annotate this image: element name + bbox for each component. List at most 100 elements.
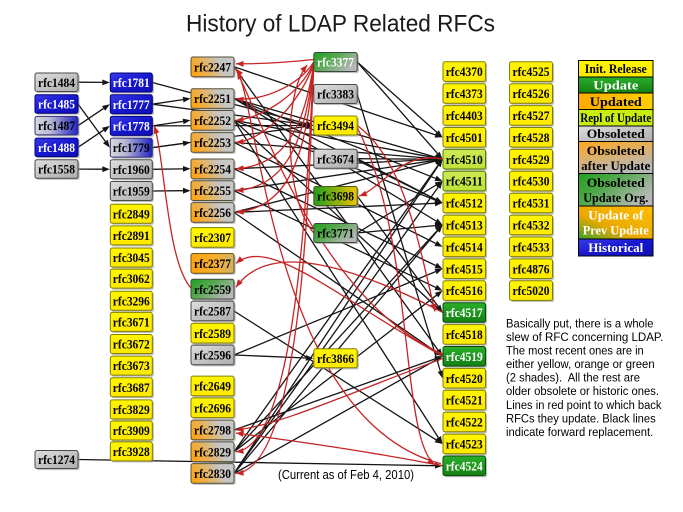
svg-text:rfc1558: rfc1558 (38, 162, 75, 177)
svg-text:rfc4526: rfc4526 (513, 86, 550, 101)
svg-text:Basically put, there is a whol: Basically put, there is a whole (506, 317, 654, 331)
svg-text:rfc4514: rfc4514 (446, 239, 483, 254)
svg-text:rfc2798: rfc2798 (194, 423, 231, 438)
svg-text:rfc1778: rfc1778 (113, 119, 150, 134)
svg-text:rfc4517: rfc4517 (446, 305, 483, 320)
svg-text:rfc1485: rfc1485 (38, 97, 75, 112)
svg-text:rfc4373: rfc4373 (446, 86, 483, 101)
svg-text:Historical: Historical (588, 240, 643, 255)
svg-text:rfc2830: rfc2830 (194, 466, 231, 481)
svg-text:rfc4521: rfc4521 (446, 393, 483, 408)
svg-text:rfc3671: rfc3671 (113, 315, 150, 330)
svg-text:rfc4520: rfc4520 (446, 371, 483, 386)
svg-text:rfc3494: rfc3494 (317, 118, 354, 133)
svg-text:rfc3928: rfc3928 (113, 444, 150, 459)
svg-text:rfc4510: rfc4510 (446, 152, 483, 167)
svg-text:rfc2307: rfc2307 (194, 230, 231, 245)
svg-text:either yellow, orange or green: either yellow, orange or green (506, 357, 655, 371)
svg-text:rfc2253: rfc2253 (194, 135, 231, 150)
svg-text:Updated: Updated (590, 94, 643, 109)
svg-text:rfc1781: rfc1781 (113, 75, 150, 90)
svg-text:The most recent ones are in: The most recent ones are in (506, 344, 644, 358)
svg-text:rfc4531: rfc4531 (513, 196, 550, 211)
svg-text:rfc3829: rfc3829 (113, 402, 150, 417)
svg-text:rfc3909: rfc3909 (113, 423, 150, 438)
svg-text:rfc3296: rfc3296 (113, 293, 150, 308)
svg-text:rfc1959: rfc1959 (113, 184, 150, 199)
svg-text:Update of: Update of (588, 208, 644, 223)
svg-text:(Current as of Feb 4, 2010): (Current as of Feb 4, 2010) (278, 467, 414, 482)
svg-text:rfc2649: rfc2649 (194, 379, 231, 394)
svg-text:rfc2849: rfc2849 (113, 206, 150, 221)
svg-text:rfc2251: rfc2251 (194, 91, 231, 106)
svg-text:rfc3672: rfc3672 (113, 337, 150, 352)
svg-text:rfc1484: rfc1484 (38, 75, 75, 90)
svg-text:rfc1777: rfc1777 (113, 97, 150, 112)
svg-text:rfc2596: rfc2596 (194, 348, 231, 363)
svg-text:rfc2587: rfc2587 (194, 304, 231, 319)
svg-text:older obsolete or historic one: older obsolete or historic ones. (506, 384, 659, 398)
svg-text:rfc4522: rfc4522 (446, 415, 483, 430)
svg-text:rfc1960: rfc1960 (113, 162, 150, 177)
svg-text:rfc1488: rfc1488 (38, 140, 75, 155)
svg-text:rfc3687: rfc3687 (113, 380, 150, 395)
svg-text:rfc3698: rfc3698 (317, 189, 354, 204)
svg-text:Lines in red point to which ba: Lines in red point to which back (506, 398, 662, 412)
svg-text:rfc4876: rfc4876 (513, 261, 550, 276)
svg-text:rfc4532: rfc4532 (513, 218, 550, 233)
svg-text:rfc1274: rfc1274 (38, 452, 75, 467)
svg-text:rfc4528: rfc4528 (513, 130, 550, 145)
svg-text:rfc4523: rfc4523 (446, 437, 483, 452)
svg-text:rfc3062: rfc3062 (113, 271, 150, 286)
svg-text:rfc4525: rfc4525 (513, 64, 550, 79)
svg-text:rfc1779: rfc1779 (113, 140, 150, 155)
svg-text:RFCs they update. Black lines: RFCs they update. Black lines (506, 411, 656, 425)
svg-text:rfc3866: rfc3866 (317, 351, 354, 366)
svg-text:rfc2254: rfc2254 (194, 161, 231, 176)
svg-text:rfc4527: rfc4527 (513, 108, 550, 123)
svg-text:(2 shades). All the rest are: (2 shades). All the rest are (506, 371, 640, 385)
svg-text:Prev Update: Prev Update (583, 223, 649, 238)
svg-text:History of LDAP Related RFCs: History of LDAP Related RFCs (186, 11, 495, 38)
svg-text:rfc4370: rfc4370 (446, 64, 483, 79)
svg-text:rfc4529: rfc4529 (513, 152, 550, 167)
svg-text:rfc4515: rfc4515 (446, 261, 483, 276)
svg-text:rfc4512: rfc4512 (446, 196, 483, 211)
svg-text:after Update: after Update (581, 158, 650, 173)
svg-text:rfc4516: rfc4516 (446, 283, 483, 298)
svg-text:rfc3673: rfc3673 (113, 358, 150, 373)
svg-text:rfc2829: rfc2829 (194, 444, 231, 459)
svg-text:Obsoleted: Obsoleted (587, 175, 646, 190)
svg-text:rfc2252: rfc2252 (194, 113, 231, 128)
svg-text:rfc3045: rfc3045 (113, 250, 150, 265)
svg-text:rfc2696: rfc2696 (194, 400, 231, 415)
svg-text:rfc4518: rfc4518 (446, 327, 483, 342)
svg-text:slew of RFC concerning LDAP.: slew of RFC concerning LDAP. (506, 330, 663, 344)
svg-text:rfc2377: rfc2377 (194, 256, 231, 271)
svg-text:indicate forward replacement.: indicate forward replacement. (506, 425, 653, 439)
svg-text:rfc3383: rfc3383 (317, 87, 354, 102)
svg-text:rfc3377: rfc3377 (317, 55, 354, 70)
svg-text:rfc2891: rfc2891 (113, 228, 150, 243)
svg-text:rfc4533: rfc4533 (513, 239, 550, 254)
svg-text:rfc5020: rfc5020 (513, 283, 550, 298)
svg-text:rfc4511: rfc4511 (446, 174, 483, 189)
svg-text:rfc2589: rfc2589 (194, 326, 231, 341)
svg-text:rfc4524: rfc4524 (446, 458, 483, 473)
svg-text:rfc2247: rfc2247 (194, 59, 231, 74)
svg-text:rfc4403: rfc4403 (446, 108, 483, 123)
svg-text:rfc4519: rfc4519 (446, 349, 483, 364)
svg-text:rfc2559: rfc2559 (194, 282, 231, 297)
svg-text:rfc2256: rfc2256 (194, 205, 231, 220)
svg-text:Update Org.: Update Org. (583, 190, 648, 205)
svg-text:rfc4501: rfc4501 (446, 130, 483, 145)
svg-text:Init. Release: Init. Release (585, 61, 647, 76)
svg-text:rfc2255: rfc2255 (194, 183, 231, 198)
svg-text:Update: Update (593, 78, 638, 93)
svg-text:Obsoleted: Obsoleted (587, 143, 646, 158)
svg-text:rfc1487: rfc1487 (38, 118, 75, 133)
svg-text:Obsoleted: Obsoleted (587, 126, 646, 141)
svg-text:rfc3674: rfc3674 (317, 151, 354, 166)
svg-text:rfc3771: rfc3771 (317, 226, 354, 241)
svg-text:rfc4530: rfc4530 (513, 174, 550, 189)
